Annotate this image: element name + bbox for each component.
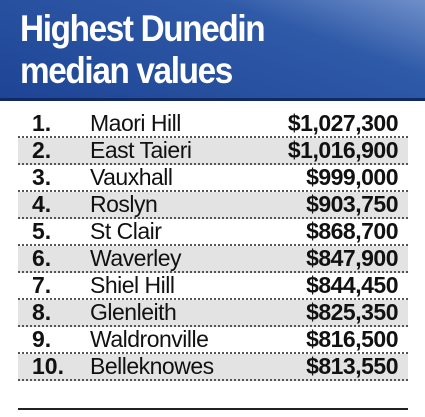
median-value: $825,350	[306, 299, 398, 325]
suburb: St Clair	[90, 218, 162, 244]
median-value: $847,900	[306, 245, 398, 271]
rank: 6.	[32, 245, 52, 271]
median-value: $813,550	[306, 353, 398, 379]
table-row: 4. Roslyn $903,750	[18, 192, 408, 219]
suburb: Vauxhall	[90, 164, 173, 190]
rank: 10.	[32, 353, 64, 379]
suburb: Shiel Hill	[90, 272, 175, 298]
table-row: 10. Belleknowes $813,550	[18, 354, 408, 381]
suburb: Glenleith	[90, 299, 177, 325]
title-line: Highest Dunedin	[20, 8, 266, 49]
median-value: $1,016,900	[287, 137, 399, 163]
median-value: $999,000	[306, 164, 398, 190]
rank: 1.	[32, 110, 52, 136]
table-row: 7. Shiel Hill $844,450	[18, 273, 408, 300]
table-row: 1. Maori Hill $1,027,300	[18, 111, 408, 138]
suburb: Waldronville	[90, 326, 209, 352]
table-row: 8. Glenleith $825,350	[18, 300, 408, 327]
rank: 9.	[32, 326, 52, 352]
suburb: East Taieri	[90, 137, 192, 163]
header: Highest Dunedin median values	[0, 0, 425, 101]
table-row: 3. Vauxhall $999,000	[18, 165, 408, 192]
table-row: 9. Waldronville $816,500	[18, 327, 408, 354]
suburb: Roslyn	[90, 191, 158, 217]
table-row: 5. St Clair $868,700	[18, 219, 408, 246]
title-line: median values	[20, 50, 233, 91]
median-value: $844,450	[306, 272, 398, 298]
median-value: $1,027,300	[287, 110, 399, 136]
suburb: Belleknowes	[90, 353, 214, 379]
table-row: 6. Waverley $847,900	[18, 246, 408, 273]
median-value: $868,700	[306, 218, 398, 244]
rank: 5.	[32, 218, 52, 244]
rank: 7.	[32, 272, 52, 298]
rank: 3.	[32, 164, 52, 190]
rank: 4.	[32, 191, 52, 217]
suburb: Maori Hill	[90, 110, 181, 136]
table-row: 2. East Taieri $1,016,900	[18, 138, 408, 165]
bottom-rule	[18, 408, 408, 410]
rank: 2.	[32, 137, 52, 163]
median-value: $903,750	[306, 191, 398, 217]
table: 1. Maori Hill $1,027,300 2. East Taieri $1,01…	[18, 111, 408, 381]
rank: 8.	[32, 299, 52, 325]
median-value: $816,500	[306, 326, 398, 352]
suburb: Waverley	[90, 245, 182, 271]
